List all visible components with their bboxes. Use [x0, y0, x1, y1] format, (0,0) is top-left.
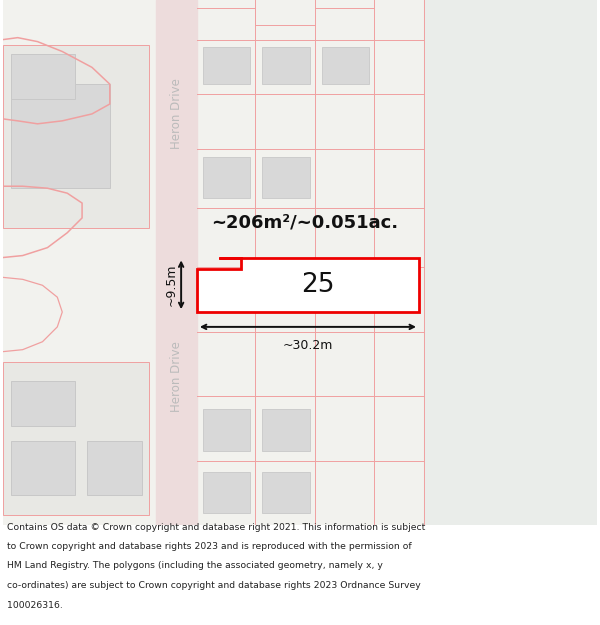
- Text: Heron Drive: Heron Drive: [170, 79, 183, 149]
- Text: 25: 25: [301, 272, 335, 298]
- Bar: [157, 0, 197, 525]
- Bar: [322, 46, 370, 84]
- Text: Heron Drive: Heron Drive: [170, 341, 183, 412]
- Bar: [262, 46, 310, 84]
- Bar: [203, 471, 250, 513]
- Bar: [11, 441, 75, 495]
- Text: ~30.2m: ~30.2m: [283, 339, 333, 352]
- Bar: [424, 0, 597, 525]
- Bar: [87, 441, 142, 495]
- Polygon shape: [197, 258, 419, 312]
- Bar: [11, 381, 75, 426]
- Bar: [11, 54, 75, 99]
- Text: HM Land Registry. The polygons (including the associated geometry, namely x, y: HM Land Registry. The polygons (includin…: [7, 561, 383, 571]
- Text: co-ordinates) are subject to Crown copyright and database rights 2023 Ordnance S: co-ordinates) are subject to Crown copyr…: [7, 581, 421, 590]
- Bar: [3, 44, 149, 228]
- Bar: [3, 361, 149, 515]
- Text: to Crown copyright and database rights 2023 and is reproduced with the permissio: to Crown copyright and database rights 2…: [7, 542, 412, 551]
- Text: 100026316.: 100026316.: [7, 601, 63, 609]
- Text: Contains OS data © Crown copyright and database right 2021. This information is : Contains OS data © Crown copyright and d…: [7, 522, 425, 531]
- Bar: [262, 409, 310, 451]
- Bar: [262, 156, 310, 198]
- Bar: [203, 156, 250, 198]
- Text: ~206m²/~0.051ac.: ~206m²/~0.051ac.: [211, 214, 398, 232]
- Bar: [262, 471, 310, 513]
- Text: ~9.5m: ~9.5m: [164, 264, 177, 306]
- Bar: [203, 46, 250, 84]
- Bar: [203, 409, 250, 451]
- Bar: [11, 84, 110, 188]
